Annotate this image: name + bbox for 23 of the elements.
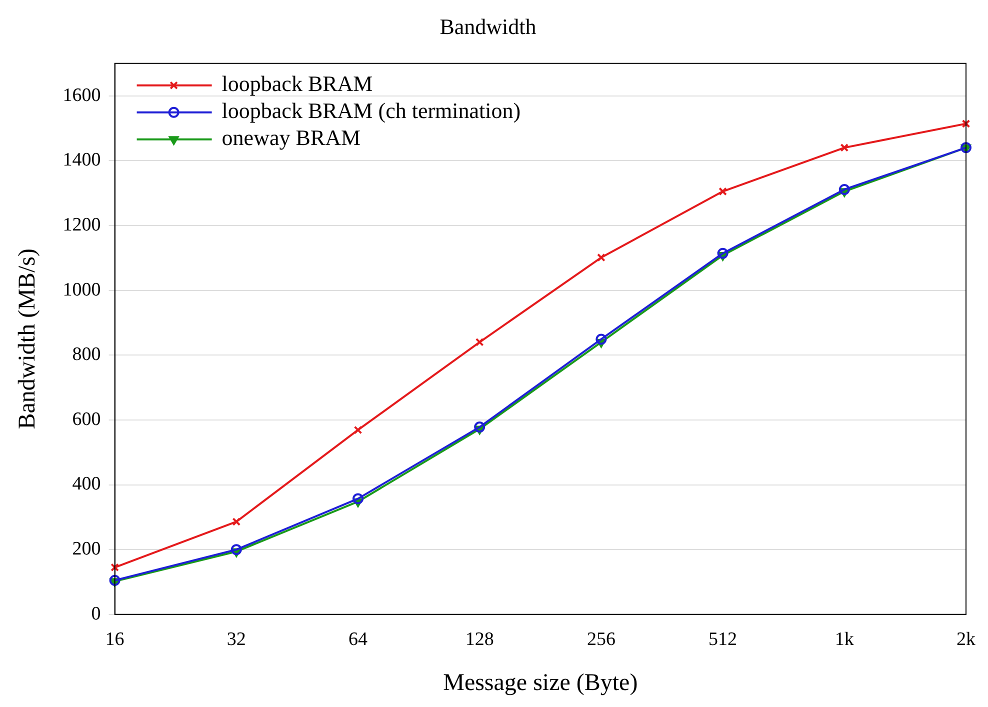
x-tick-label: 256 [586,628,616,650]
x-axis-title: Message size (Byte) [443,670,638,696]
y-tick-label: 600 [72,408,101,430]
y-tick-label: 800 [72,344,101,366]
y-tick-label: 1000 [62,279,101,300]
y-tick-label: 1400 [62,150,101,171]
x-tick-label: 512 [708,628,738,650]
y-tick-label: 200 [72,538,101,560]
chart-title: Bandwidth [440,14,536,39]
x-tick-label: 32 [226,628,246,650]
x-tick-label: 16 [105,628,124,650]
x-tick-label: 2k [956,628,976,650]
legend-label: oneway BRAM [222,125,361,150]
x-tick-label: 1k [834,628,854,650]
y-axis-title: Bandwidth (MB/s) [14,248,41,430]
y-tick-label: 400 [72,474,101,495]
legend-label: loopback BRAM (ch termination) [222,98,521,124]
legend-label: loopback BRAM [222,71,373,96]
x-tick-label: 64 [348,628,368,650]
y-tick-label: 1200 [62,214,101,236]
y-tick-label: 0 [91,603,101,624]
x-tick-label: 128 [465,628,494,650]
y-tick-label: 1600 [62,84,101,106]
